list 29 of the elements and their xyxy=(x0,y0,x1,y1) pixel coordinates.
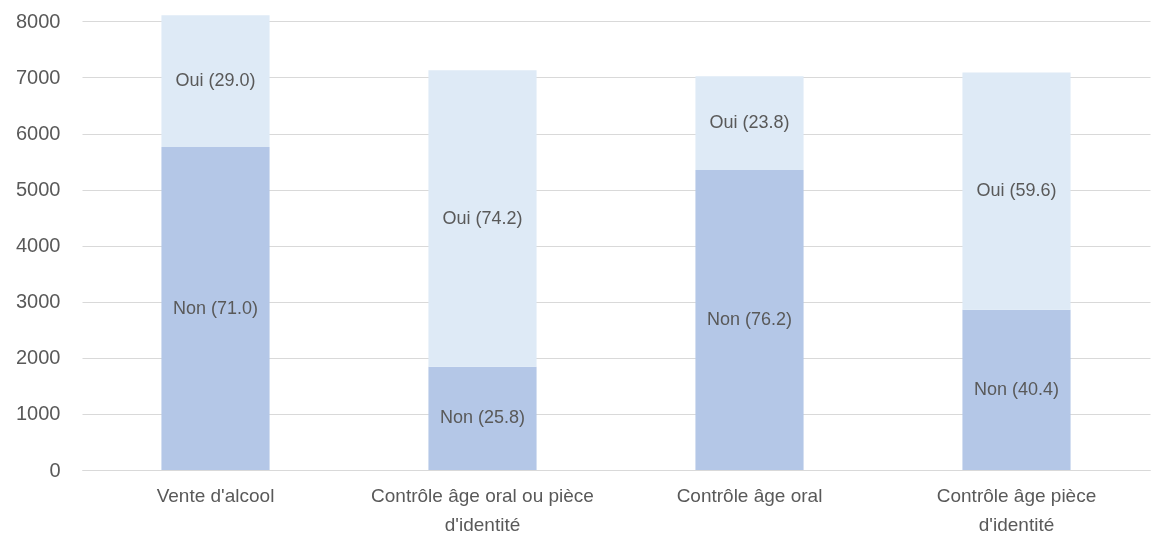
annotation: Non (71.0) xyxy=(172,297,259,318)
annotation: Non (76.2) xyxy=(706,309,793,329)
y-tick-label: 8000 xyxy=(16,9,61,32)
bar xyxy=(962,309,1071,470)
bar xyxy=(695,170,804,470)
bar xyxy=(695,76,804,171)
bar xyxy=(962,72,1071,310)
x-tick-label: Vente d'alcool xyxy=(156,484,275,506)
y-tick-label: 3000 xyxy=(16,290,61,313)
y-tick-label: 2000 xyxy=(16,346,61,369)
annotation: Oui (23.8) xyxy=(709,112,790,133)
bar xyxy=(428,366,537,470)
annotation: Non (25.8) xyxy=(439,407,526,428)
bar xyxy=(161,147,270,470)
y-tick-label: 6000 xyxy=(16,122,61,145)
x-tick-label: Contrôle âge oral ou pièce d'identité xyxy=(371,484,594,535)
y-tick-label: 1000 xyxy=(16,402,61,425)
annotation: Oui (29.0) xyxy=(175,70,256,91)
annotation: Non (40.4) xyxy=(973,378,1060,399)
x-tick-label: Contrôle âge oral xyxy=(676,484,823,506)
x-tick-label: Contrôle âge pièce d'identité xyxy=(936,484,1097,535)
y-tick-label: 7000 xyxy=(16,65,61,88)
bar xyxy=(428,70,537,367)
annotation: Oui (74.2) xyxy=(442,207,523,228)
y-tick-label: 5000 xyxy=(16,178,61,201)
y-tick-label: 0 xyxy=(49,458,61,481)
bar xyxy=(161,15,270,148)
annotation: Oui (59.6) xyxy=(976,180,1057,201)
y-tick-label: 4000 xyxy=(16,234,61,257)
